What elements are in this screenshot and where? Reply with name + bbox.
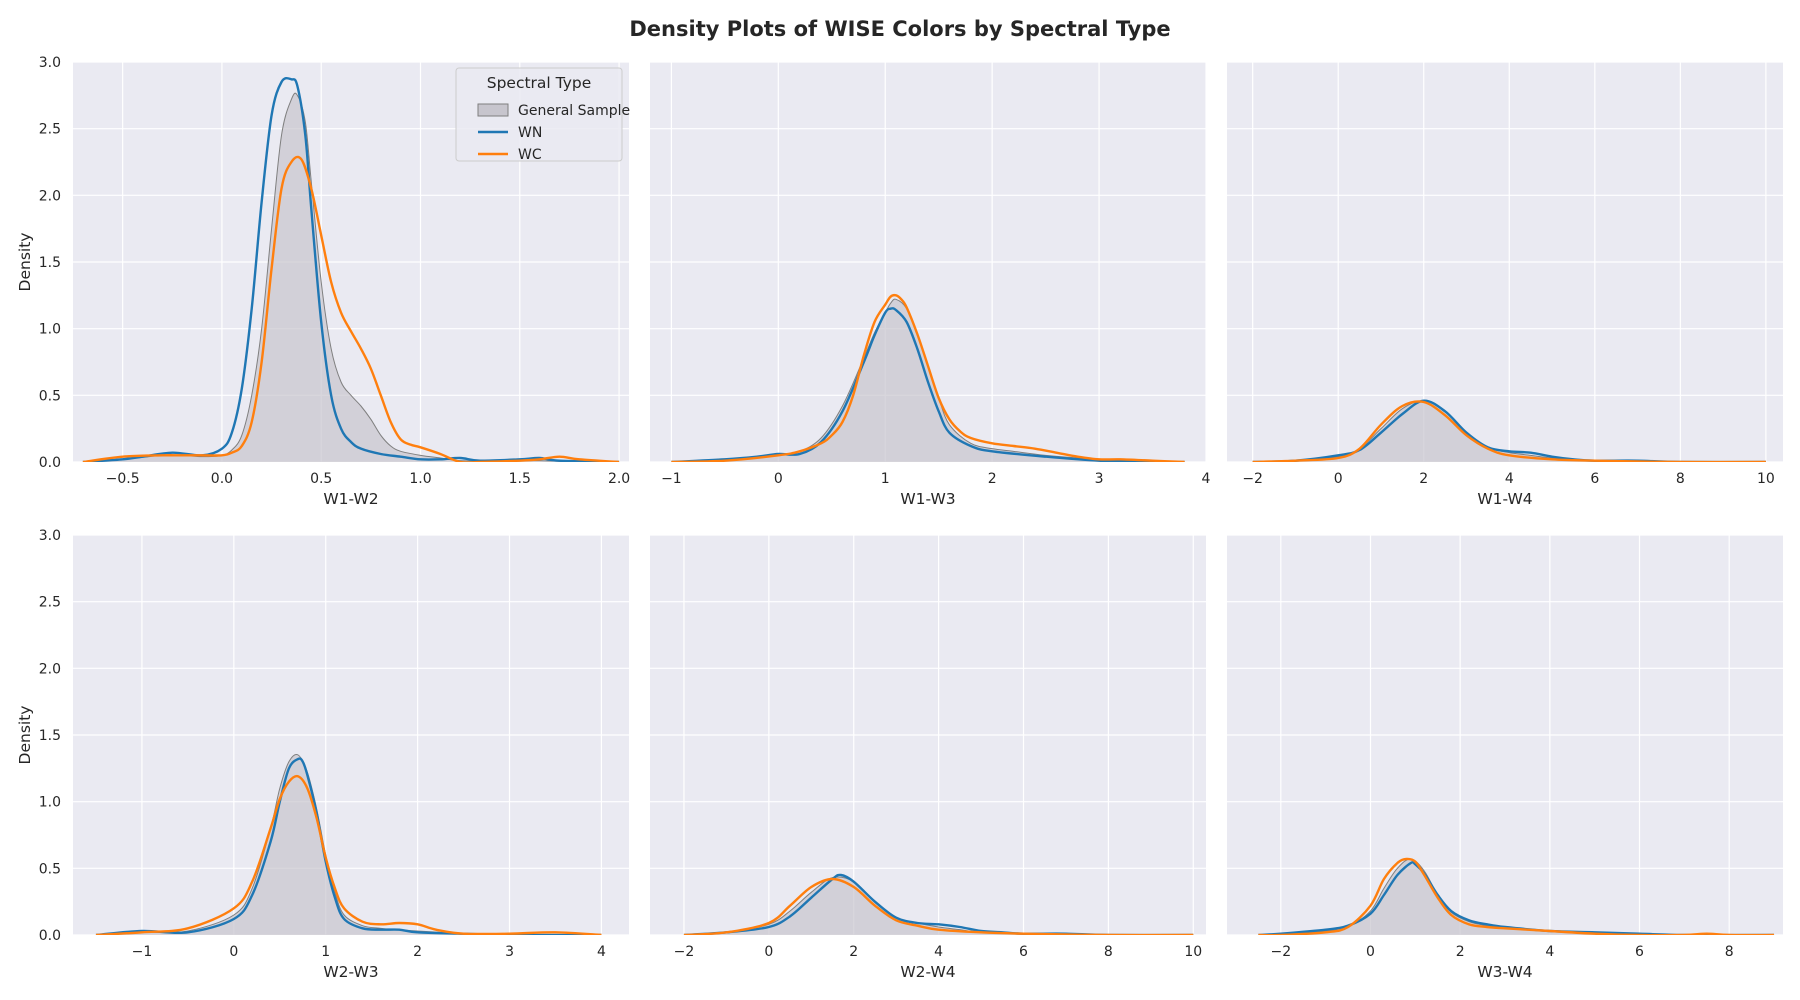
y-tick-label: 3.0 [39,55,61,71]
series-area-general-sample [1258,858,1775,935]
series-group [1258,857,1775,935]
x-tick-label: 1 [881,471,890,487]
x-tick-label: −1 [661,471,682,487]
legend-swatch-general-sample [477,103,509,117]
x-tick-label: 4 [597,944,606,960]
series-line-wc [1258,857,1775,935]
series-line-wn [82,76,620,462]
legend-label-general-sample: General Sample [518,103,630,119]
x-tick-label: 2.0 [608,471,630,487]
y-tick-label: 1.0 [39,322,61,338]
x-tick-label: −2 [1242,471,1263,487]
x-tick-label: 8 [1676,471,1685,487]
legend-label-wc: WC [518,147,542,163]
x-axis-label: W2-W3 [323,963,378,981]
panel-w3-w4: −2 0 2 4 6 8 W3-W4 [1227,534,1783,981]
y-tick-label: 0.0 [39,928,61,944]
x-tick-label: 1.0 [409,471,431,487]
x-axis-label: W1-W2 [323,490,378,508]
series-area-general-sample [683,876,1194,935]
x-tick-label: 10 [1757,471,1775,487]
x-tick-label: −2 [1270,944,1291,960]
series-group [95,754,602,935]
series-line-wn [671,307,1185,462]
series-area-general-sample [1252,400,1766,462]
series-group [683,873,1194,935]
x-tick-label: 0 [1366,944,1375,960]
x-tick-label: 0 [1334,471,1343,487]
panel-w2-w3: −1 0 1 2 3 4 0.0 0.5 1.0 1.5 2.0 2.5 3.0 W2-W3 Density [16,528,629,981]
panel-w1-w3: −1 0 1 2 3 4 W1-W3 [650,61,1211,508]
y-tick-label: 1.0 [39,795,61,811]
x-tick-label: 0.0 [211,471,233,487]
x-tick-label: 6 [1635,944,1644,960]
x-tick-label: 6 [1019,944,1028,960]
y-tick-label: 2.0 [39,661,61,677]
series-line-wc [671,293,1185,462]
series-line-wn [95,757,602,935]
x-axis-label: W1-W4 [1477,490,1532,508]
x-tick-label: −0.5 [106,471,140,487]
series-line-wc [95,774,602,935]
x-axis-label: W3-W4 [1477,963,1532,981]
y-tick-label: 2.0 [39,188,61,204]
legend-box [455,67,623,162]
y-tick-label: 2.5 [39,595,61,611]
x-tick-label: 1 [321,944,330,960]
x-axis-label: W2-W4 [900,963,955,981]
series-group [1252,399,1766,462]
y-axis-label: Density [16,706,34,765]
x-tick-label: 3 [1095,471,1104,487]
legend-label-wn: WN [518,125,542,141]
x-tick-label: 4 [1545,944,1554,960]
x-tick-label: −1 [132,944,153,960]
y-tick-label: 2.5 [39,122,61,138]
x-tick-label: 2 [1419,471,1428,487]
y-axis-label: Density [16,233,34,292]
x-tick-label: 1.5 [509,471,531,487]
x-tick-label: 10 [1184,944,1202,960]
x-tick-label: 0 [229,944,238,960]
figure-title: Density Plots of WISE Colors by Spectral… [629,17,1170,41]
x-tick-label: 3 [505,944,514,960]
x-tick-label: 0 [764,944,773,960]
x-tick-label: 4 [1202,471,1211,487]
y-tick-label: 0.5 [39,861,61,877]
y-tick-label: 1.5 [39,728,61,744]
x-tick-label: 0.5 [310,471,332,487]
x-tick-label: −2 [674,944,695,960]
y-tick-label: 3.0 [39,528,61,544]
legend: Spectral Type General Sample WN WC [455,67,630,163]
x-tick-label: 4 [934,944,943,960]
x-tick-label: 2 [1456,944,1465,960]
panels-group: −0.5 0.0 0.5 1.0 1.5 2.0 0.0 0.5 1.0 1.5 2.0 2.5 3.0… [16,55,1783,981]
panel-w2-w4: −2 0 2 4 6 8 10 W2-W4 [650,534,1206,981]
x-tick-label: 4 [1505,471,1514,487]
series-line-wc [683,877,1194,935]
series-line-wc [1252,400,1766,462]
legend-title: Spectral Type [487,74,592,92]
x-tick-label: 2 [413,944,422,960]
y-tick-label: 0.5 [39,388,61,404]
x-tick-label: 8 [1104,944,1113,960]
series-group [671,293,1185,462]
x-tick-label: 2 [849,944,858,960]
x-tick-label: 8 [1725,944,1734,960]
x-tick-label: 6 [1590,471,1599,487]
y-tick-label: 1.5 [39,255,61,271]
x-tick-label: 2 [988,471,997,487]
panel-w1-w4: −2 0 2 4 6 8 10 W1-W4 [1227,61,1783,508]
y-tick-label: 0.0 [39,455,61,471]
series-group [82,76,620,462]
x-tick-label: 0 [774,471,783,487]
series-line-wc [82,155,620,462]
x-axis-label: W1-W3 [900,490,955,508]
